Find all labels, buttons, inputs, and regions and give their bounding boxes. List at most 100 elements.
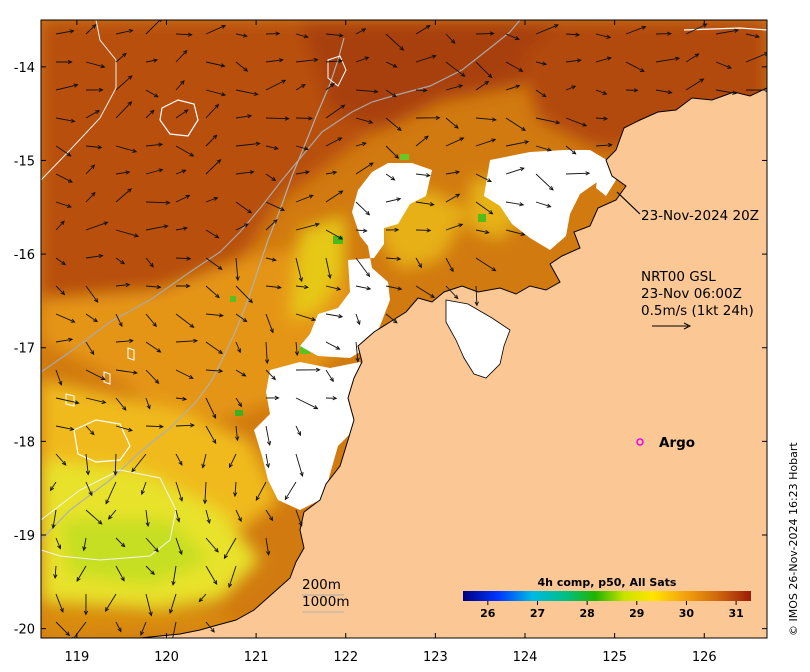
current-vector	[55, 257, 67, 266]
current-vector	[265, 257, 277, 262]
current-vector	[145, 313, 157, 328]
current-product-label: NRT00 GSL	[641, 269, 716, 285]
current-vector	[325, 170, 338, 175]
current-vector	[145, 509, 150, 528]
current-vector	[325, 82, 335, 91]
current-vector	[145, 168, 164, 175]
current-vector	[51, 509, 57, 530]
current-vector	[115, 188, 132, 203]
current-vector	[140, 621, 147, 636]
current-vector	[475, 201, 494, 215]
current-vector	[715, 89, 738, 95]
current-vector	[325, 257, 332, 280]
current-vector	[175, 145, 195, 157]
current-vector	[385, 197, 402, 203]
current-vector	[505, 84, 521, 91]
current-vector	[355, 313, 361, 326]
current-vector	[175, 313, 195, 328]
current-vector	[198, 593, 207, 603]
current-vector	[115, 621, 122, 633]
current-vector	[115, 101, 133, 119]
current-vector	[235, 223, 249, 231]
current-scale-label: 0.5m/s (1kt 24h)	[641, 303, 754, 319]
current-vector	[145, 109, 155, 119]
current-vector	[171, 565, 177, 586]
current-vector	[205, 397, 217, 419]
current-vector	[625, 25, 647, 35]
current-vector	[475, 257, 497, 272]
colorbar-tick-label: 29	[629, 607, 644, 620]
current-vector	[355, 89, 379, 94]
lon-tick-label: 123	[423, 650, 448, 665]
current-vector	[175, 481, 184, 502]
current-vector	[595, 56, 612, 63]
lon-tick-label: 120	[154, 650, 179, 665]
current-vector	[235, 313, 248, 323]
current-vector	[565, 58, 582, 63]
current-vector	[265, 313, 274, 334]
current-vector	[145, 20, 162, 35]
current-vector	[235, 61, 249, 72]
current-vector	[474, 285, 479, 307]
current-vector	[145, 58, 159, 63]
current-vector	[205, 565, 218, 585]
current-vector	[475, 61, 493, 79]
current-vector	[235, 201, 253, 214]
current-vector	[505, 229, 526, 237]
current-vector	[325, 229, 344, 240]
current-vector	[115, 338, 134, 344]
current-vector	[145, 224, 169, 231]
current-vector	[55, 173, 73, 183]
current-vector	[107, 509, 117, 520]
colorbar-tick-label: 30	[679, 607, 695, 620]
axis-ticks: 119 120 121 122 123 124 125 126 -14 -15 -16 -17 -18 -…	[14, 20, 767, 665]
current-vector	[325, 369, 334, 383]
current-vector	[235, 285, 254, 304]
current-vector	[655, 31, 672, 36]
colorbar: 4h comp, p50, All Sats 26 27 28 29 30 31	[449, 576, 763, 626]
current-vector	[415, 257, 423, 269]
current-vector	[55, 220, 65, 231]
lon-tick-label: 121	[244, 650, 269, 665]
current-vector	[205, 537, 219, 553]
current-vector	[295, 194, 314, 203]
current-vector	[565, 32, 581, 37]
current-vector	[233, 481, 238, 498]
current-vector	[175, 283, 191, 289]
current-vector	[85, 369, 106, 380]
current-vector	[115, 75, 133, 91]
current-vector	[505, 167, 525, 175]
current-vector	[235, 170, 255, 175]
current-vector	[55, 369, 63, 386]
current-vector	[115, 170, 131, 175]
current-vector	[745, 52, 767, 63]
current-vector	[115, 257, 126, 265]
map-plot-area	[41, 20, 767, 638]
current-vector	[115, 313, 123, 328]
current-vector	[565, 85, 577, 91]
current-time-label: 23-Nov 06:00Z	[641, 286, 742, 302]
current-vector	[205, 229, 220, 239]
current-vector	[295, 222, 320, 231]
plot-frame	[40, 19, 768, 639]
lat-tick-label: -17	[14, 342, 35, 357]
current-vector	[115, 28, 134, 35]
current-vector	[505, 33, 520, 40]
current-vector	[175, 509, 181, 523]
current-vector	[295, 170, 310, 175]
current-vector	[175, 369, 194, 379]
current-vector	[385, 173, 396, 181]
current-vector	[55, 83, 79, 91]
current-vector	[385, 89, 397, 98]
current-vector	[475, 31, 495, 36]
current-vector	[205, 285, 220, 299]
current-vector	[295, 145, 309, 151]
current-vector	[625, 61, 645, 72]
lat-tick-label: -15	[14, 154, 35, 169]
current-vector	[265, 395, 280, 401]
scale-arrow-icon	[652, 322, 692, 330]
current-vector	[295, 509, 303, 527]
current-vector	[595, 142, 613, 148]
lat-tick-label: -19	[14, 529, 35, 544]
current-vector	[202, 481, 208, 505]
